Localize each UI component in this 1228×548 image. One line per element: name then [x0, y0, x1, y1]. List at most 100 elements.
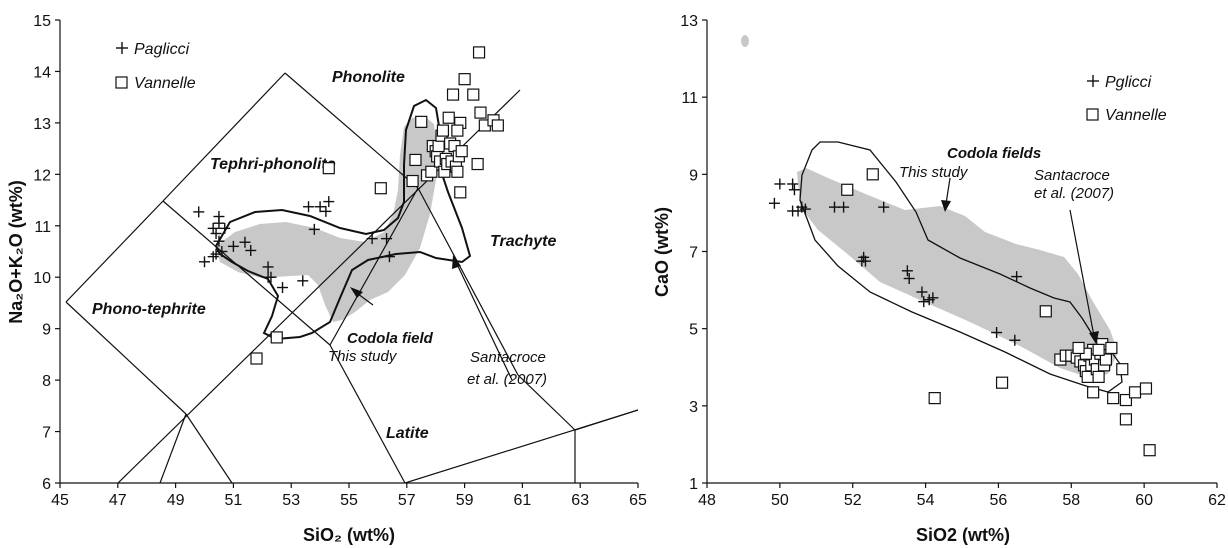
x-tick-label: 45	[51, 492, 69, 509]
tas-santacroce-outline	[214, 98, 472, 341]
paglicci-point	[297, 275, 309, 287]
vannelle-point	[1128, 386, 1142, 399]
paglicci-point	[787, 178, 799, 190]
vannelle-point	[1119, 413, 1133, 426]
vannelle-point	[454, 186, 467, 199]
field-label-tephri-phonolite: Tephri-phonolite	[210, 156, 336, 173]
y-tick-label: 9	[42, 322, 51, 339]
vannelle-point	[1087, 386, 1100, 399]
paglicci-point	[193, 206, 205, 218]
field-label-phonolite: Phonolite	[332, 69, 405, 86]
y-tick-label: 5	[689, 322, 698, 339]
tas-x-axis-label: SiO₂ (wt%)	[303, 525, 395, 545]
cao-annotation-santacroce-line1: Santacroce	[1034, 167, 1110, 184]
paglicci-point	[245, 244, 257, 256]
paglicci-point	[210, 248, 222, 260]
paglicci-point	[265, 271, 277, 283]
y-tick-label: 6	[42, 476, 51, 493]
vannelle-point	[1116, 363, 1129, 376]
vannelle-point	[374, 182, 387, 195]
vannelle-point	[841, 183, 854, 196]
paglicci-point	[838, 201, 850, 213]
paglicci-point	[227, 240, 239, 252]
paglicci-point	[314, 201, 326, 213]
paglicci-point	[788, 184, 800, 196]
y-tick-label: 10	[33, 270, 51, 287]
vannelle-point	[425, 165, 438, 178]
x-tick-label: 51	[225, 492, 243, 509]
paglicci-point	[207, 251, 219, 263]
x-tick-label: 59	[456, 492, 474, 509]
field-label-trachyte: Trachyte	[490, 233, 557, 250]
vannelle-point	[1092, 370, 1105, 383]
tas-legend-plus-marker	[116, 42, 128, 54]
x-tick-label: 63	[571, 492, 589, 509]
y-tick-label: 11	[681, 90, 698, 107]
paglicci-point	[207, 222, 219, 234]
paglicci-point	[213, 217, 225, 229]
tas-y-axis-label: Na₂O+K₂O (wt%)	[6, 180, 26, 324]
cao-tick-marks	[702, 19, 1218, 488]
paglicci-point	[366, 233, 378, 245]
y-tick-label: 11	[34, 219, 51, 236]
paglicci-point	[219, 222, 231, 234]
paglicci-point	[213, 235, 225, 247]
x-tick-label: 50	[771, 492, 789, 509]
cao-x-axis-label: SiO2 (wt%)	[916, 525, 1010, 545]
vannelle-point	[1143, 444, 1156, 457]
y-tick-label: 13	[680, 13, 698, 30]
tas-legend-label-vannelle: Vannelle	[134, 75, 196, 92]
paglicci-point	[323, 196, 335, 208]
y-tick-label: 8	[42, 373, 51, 390]
y-tick-label: 13	[33, 116, 51, 133]
vannelle-point	[471, 157, 484, 171]
cao-annotation-codola: Codola fields	[947, 145, 1041, 162]
paglicci-point	[768, 197, 780, 209]
vannelle-point	[432, 139, 445, 153]
x-tick-label: 65	[629, 492, 647, 509]
vannelle-point	[1139, 382, 1153, 395]
tas-annotation-codola: Codola field	[347, 330, 434, 347]
x-tick-label: 60	[1135, 492, 1153, 509]
paglicci-point	[277, 282, 289, 294]
paglicci-point	[239, 236, 251, 248]
paglicci-point	[799, 203, 811, 215]
x-tick-label: 52	[844, 492, 862, 509]
x-tick-label: 61	[514, 492, 532, 509]
paglicci-point	[991, 327, 1003, 339]
y-tick-label: 12	[33, 167, 51, 184]
x-tick-label: 53	[282, 492, 300, 509]
cao-santacroce-outline	[799, 141, 1123, 393]
tas-gray-field-this-study	[216, 116, 437, 322]
x-tick-label: 58	[1062, 492, 1080, 509]
tas-annotation-arrows	[350, 255, 513, 381]
x-tick-label: 55	[340, 492, 358, 509]
paglicci-point	[210, 227, 222, 239]
paglicci-point	[1011, 271, 1023, 283]
paglicci-point	[859, 255, 871, 267]
tas-field-boundaries	[65, 72, 638, 483]
paglicci-point	[916, 286, 928, 298]
field-label-phono-tephrite: Phono-tephrite	[92, 301, 206, 318]
paglicci-point	[199, 256, 210, 268]
x-tick-label: 62	[1208, 492, 1226, 509]
tas-legend-square-marker	[115, 76, 128, 89]
x-tick-label: 47	[109, 492, 127, 509]
cao-legend-label-pglicci: Pglicci	[1105, 74, 1152, 91]
tas-data-points	[193, 46, 504, 365]
vannelle-point	[322, 162, 335, 175]
vannelle-point	[270, 331, 283, 344]
cao-legend-label-vannelle: Vannelle	[1105, 107, 1167, 124]
vannelle-point	[1092, 343, 1105, 356]
vannelle-point	[1105, 341, 1118, 355]
paglicci-point	[320, 205, 332, 217]
y-tick-label: 1	[689, 476, 698, 493]
vannelle-point	[409, 153, 422, 167]
paglicci-point	[303, 201, 315, 213]
paglicci-point	[216, 246, 228, 257]
cao-data-points	[768, 168, 1156, 457]
